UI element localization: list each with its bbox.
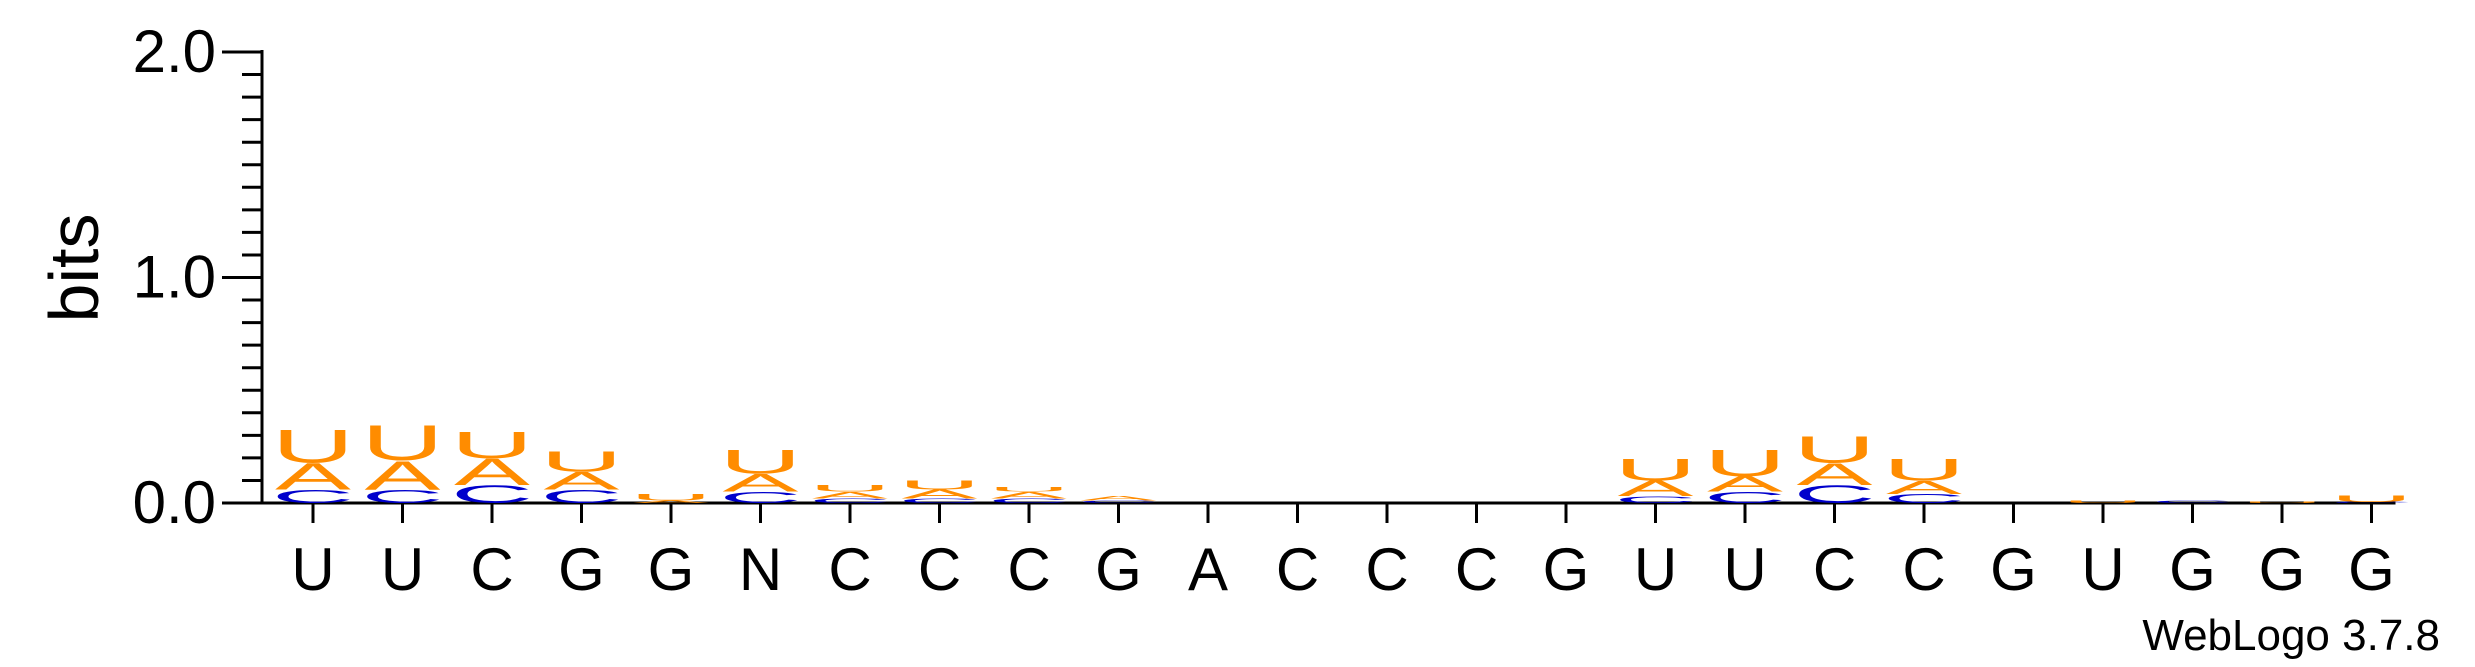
x-tick-label: N	[739, 536, 782, 603]
x-tick-label: C	[1276, 536, 1319, 603]
y-axis: 0.0 1.0 2.0	[133, 18, 264, 536]
logo-letter-C: C	[2151, 500, 2233, 504]
logo-letter-C: C	[809, 497, 891, 504]
logo-letter-U: U	[630, 492, 712, 503]
x-tick-label: G	[1095, 536, 1142, 603]
y-tick-label: 2.0	[133, 18, 216, 85]
logo-letter-A: A	[275, 455, 352, 497]
logo-letter-U: U	[2330, 493, 2412, 504]
logo-letter-C: C	[540, 486, 622, 507]
logo-letter-U: U	[1883, 452, 1965, 487]
logo-letter-U: U	[2062, 500, 2144, 504]
y-tick-label: 0.0	[133, 469, 216, 536]
x-tick-label: C	[1902, 536, 1945, 603]
logo-letter-U: U	[2241, 502, 2323, 504]
logo-letter-A: A	[365, 453, 441, 498]
logo-letter-A: A	[454, 451, 531, 493]
logo-letter-C: C	[1077, 500, 1159, 504]
logo-letter-A: A	[1886, 477, 1963, 498]
logo-letter-U: U	[540, 446, 622, 478]
logo-letter-A: A	[902, 487, 978, 501]
logo-letter-A: A	[1707, 472, 1783, 496]
logo-letter-C: C	[361, 486, 443, 507]
x-tick-label: U	[1634, 536, 1677, 603]
x-tick-label: U	[2081, 536, 2124, 603]
y-tick-label: 1.0	[133, 244, 216, 311]
x-tick-label: G	[2259, 536, 2306, 603]
logo-letter-U: U	[1793, 428, 1875, 470]
logo-letter-U: U	[272, 420, 354, 473]
logo-letter-A: A	[1081, 495, 1157, 502]
x-tick-label: G	[648, 536, 695, 603]
logo-letter-C: C	[1704, 489, 1786, 507]
x-tick-label: G	[1543, 536, 1590, 603]
x-tick-label: U	[1723, 536, 1766, 603]
logo-letter-C: C	[2330, 502, 2412, 504]
logo-letter-U: U	[809, 483, 891, 494]
logo-letter-A: A	[1797, 456, 1873, 491]
logo-letter-U: U	[719, 442, 801, 481]
logo-letter-C: C	[898, 497, 980, 504]
logo-letter-A: A	[544, 467, 620, 495]
x-tick-label: C	[1455, 536, 1498, 603]
logo-letter-C: C	[1793, 480, 1875, 508]
x-tick-label: U	[381, 536, 424, 603]
weblogo-credit: WebLogo 3.7.8	[2142, 611, 2440, 660]
x-tick-label: G	[1990, 536, 2037, 603]
logo-letter-C: C	[988, 497, 1070, 504]
x-tick-label: A	[1188, 536, 1228, 603]
logo-letter-U: U	[1614, 452, 1696, 487]
logo-letter-U: U	[361, 414, 443, 471]
logo-letter-C: C	[272, 486, 354, 507]
logo-letter-A: A	[1618, 477, 1694, 501]
logo-letter-A: A	[633, 500, 709, 504]
x-tick-label: G	[2169, 536, 2216, 603]
x-tick-label: G	[2348, 536, 2395, 603]
x-tick-label: C	[918, 536, 961, 603]
logo-letter-U: U	[898, 478, 980, 492]
logo-letter-C: C	[1883, 492, 1965, 506]
x-tick-label: C	[1007, 536, 1050, 603]
logo-letter-C: C	[719, 489, 801, 507]
logo-letter-A: A	[812, 490, 888, 501]
x-tick-label: U	[291, 536, 334, 603]
x-tick-label: C	[828, 536, 871, 603]
logo-letter-A: A	[991, 490, 1067, 501]
x-tick-label: C	[470, 536, 513, 603]
logo-letter-U: U	[1704, 442, 1786, 484]
logo-letter-U: U	[988, 486, 1070, 493]
logo-letter-U: U	[451, 424, 533, 466]
x-tick-label: G	[558, 536, 605, 603]
logo-letter-C: C	[1614, 495, 1696, 506]
x-tick-label: C	[1365, 536, 1408, 603]
x-tick-label: C	[1813, 536, 1856, 603]
y-axis-title: bits	[35, 214, 113, 323]
logo-letter-C: C	[451, 480, 533, 508]
logo-letter-A: A	[723, 469, 799, 497]
